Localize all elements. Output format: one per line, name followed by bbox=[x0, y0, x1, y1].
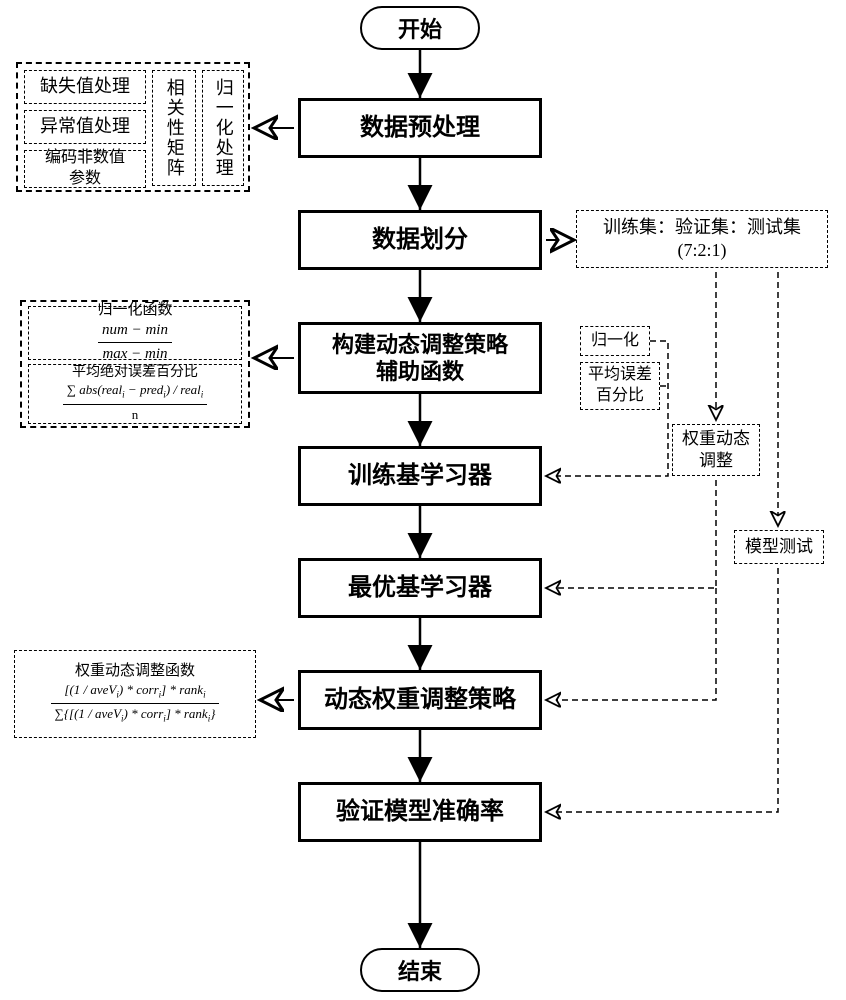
process-aux-fn: 构建动态调整策略 辅助函数 bbox=[298, 322, 542, 394]
process-split: 数据划分 bbox=[298, 210, 542, 270]
annot-right-wadj: 权重动态 调整 bbox=[672, 424, 760, 476]
annot-right-test: 模型测试 bbox=[734, 530, 824, 564]
annot-outlier: 异常值处理 bbox=[24, 110, 146, 144]
annot-label: 编码非数值 参数 bbox=[45, 148, 125, 190]
annot-label: 模型测试 bbox=[745, 536, 813, 558]
annot-label: 相关性矩阵 bbox=[162, 78, 185, 178]
split-line1: 训练集：验证集：测试集 bbox=[603, 216, 801, 239]
annot-label: 权重动态 调整 bbox=[682, 428, 750, 472]
terminator-end: 结束 bbox=[360, 948, 480, 992]
annot-corr-matrix: 相关性矩阵 bbox=[152, 70, 196, 186]
annot-label: 异常值处理 bbox=[40, 115, 130, 138]
annot-label: 归一化 bbox=[591, 331, 639, 352]
annot-right-norm: 归一化 bbox=[580, 326, 650, 356]
process-label: 数据划分 bbox=[372, 225, 468, 255]
annot-right-mape: 平均误差 百分比 bbox=[580, 362, 660, 410]
end-label: 结束 bbox=[398, 954, 442, 986]
annot-label: 平均误差 百分比 bbox=[588, 365, 652, 407]
annot-norm-fn: 归一化函数 num − minmax − min bbox=[28, 306, 242, 360]
annot-encode: 编码非数值 参数 bbox=[24, 150, 146, 188]
process-preprocess: 数据预处理 bbox=[298, 98, 542, 158]
annot-title: 归一化函数 bbox=[97, 301, 172, 321]
annot-missing: 缺失值处理 bbox=[24, 70, 146, 104]
annot-title: 平均绝对误差百分比 bbox=[72, 364, 198, 382]
split-line2: (7:2:1) bbox=[678, 239, 727, 262]
process-label: 数据预处理 bbox=[360, 113, 480, 143]
process-dyn-weight: 动态权重调整策略 bbox=[298, 670, 542, 730]
annot-title: 权重动态调整函数 bbox=[75, 662, 195, 682]
formula-mape: ∑ abs(reali − predi) / reali n bbox=[63, 382, 208, 423]
process-best-base: 最优基学习器 bbox=[298, 558, 542, 618]
terminator-start: 开始 bbox=[360, 6, 480, 50]
process-label: 构建动态调整策略 辅助函数 bbox=[332, 331, 508, 386]
process-label: 训练基学习器 bbox=[348, 461, 492, 491]
formula-norm: num − minmax − min bbox=[98, 321, 172, 365]
process-label: 动态权重调整策略 bbox=[324, 685, 516, 715]
annot-weight-fn: 权重动态调整函数 [(1 / aveVi) * corri] * ranki ∑… bbox=[14, 650, 256, 738]
annot-mape-fn: 平均绝对误差百分比 ∑ abs(reali − predi) / reali n bbox=[28, 364, 242, 424]
annot-label: 缺失值处理 bbox=[40, 75, 130, 98]
process-validate: 验证模型准确率 bbox=[298, 782, 542, 842]
annot-normalize: 归一化处理 bbox=[202, 70, 244, 186]
annot-label: 归一化处理 bbox=[211, 78, 234, 178]
start-label: 开始 bbox=[398, 12, 442, 44]
process-label: 验证模型准确率 bbox=[336, 797, 504, 827]
annot-split-ratio: 训练集：验证集：测试集 (7:2:1) bbox=[576, 210, 828, 268]
process-train-base: 训练基学习器 bbox=[298, 446, 542, 506]
process-label: 最优基学习器 bbox=[348, 573, 492, 603]
formula-weight: [(1 / aveVi) * corri] * ranki ∑{[(1 / av… bbox=[51, 682, 220, 726]
